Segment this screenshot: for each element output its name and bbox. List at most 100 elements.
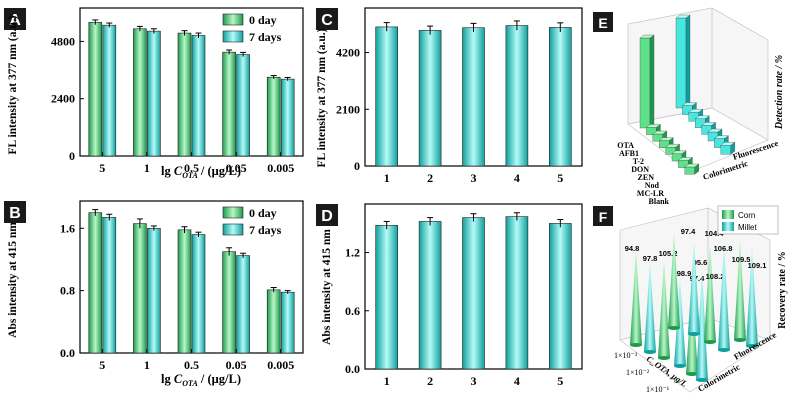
panel-b-xtick-label: 0.5 bbox=[184, 358, 199, 372]
panel-f-cone-base bbox=[668, 326, 680, 330]
panel-d-xtick-label: 1 bbox=[384, 374, 390, 388]
panel-a-xlabel: lg COTA / (μg/L) bbox=[161, 164, 241, 180]
panel-e-bar-side bbox=[685, 14, 691, 109]
panel-e-bar bbox=[675, 17, 687, 109]
panel-e-bar-top bbox=[665, 144, 681, 148]
panel-a-bar bbox=[191, 35, 206, 157]
panel-f-cone-base bbox=[734, 338, 746, 342]
panel-b-bar bbox=[191, 234, 206, 354]
panel-f-legend-millet-swatch bbox=[722, 222, 734, 231]
panel-d-label: D bbox=[321, 208, 333, 225]
panel-b-xlabel-sub: OTA bbox=[182, 379, 198, 388]
panel-f-data-label: 95.6 bbox=[693, 258, 708, 267]
panel-b-bar bbox=[102, 217, 117, 354]
panel-f-cone-base bbox=[658, 356, 670, 360]
panel-a-bar bbox=[236, 54, 250, 157]
panel-c-ytick-label: 0 bbox=[354, 159, 360, 173]
panel-f-cone bbox=[696, 270, 708, 380]
panel-b-ytick-label: 0.8 bbox=[60, 284, 75, 298]
panel-c-xtick-label: 5 bbox=[557, 171, 563, 185]
panel-f-data-label: 108.2 bbox=[706, 272, 725, 281]
panel-e-cat-1: AFB1 bbox=[619, 149, 639, 158]
panel-d-ytick-label: 0.0 bbox=[345, 362, 360, 376]
panel-e-bar bbox=[720, 145, 731, 155]
panel-f-cone-base bbox=[688, 332, 700, 336]
panel-f-data-label: 104.4 bbox=[705, 229, 725, 238]
panel-a-xlabel-suffix: / (μg/L) bbox=[198, 164, 241, 178]
panel-e-cat-3: DON bbox=[631, 165, 649, 174]
panel-d-plot: 0.0 0.6 1.2 1 2 3 4 5 bbox=[345, 203, 583, 388]
panel-e-bar-top bbox=[694, 115, 710, 119]
panel-f-cone bbox=[630, 250, 642, 345]
panel-a-legend-label: 7 days bbox=[249, 30, 282, 44]
panel-a-label: A bbox=[9, 12, 21, 29]
panel-c-plot: 0 2100 4200 1 2 3 4 5 bbox=[336, 7, 583, 185]
panel-f-data-label: 98.9 bbox=[677, 269, 692, 278]
panel-b-legend-label: 0 day bbox=[249, 206, 277, 220]
panel-a-plot: 0 2400 4800 5 1 0.5 0.05 0.005 0 day 7 days bbox=[51, 7, 304, 175]
panel-e-bar-top bbox=[713, 135, 729, 139]
panel-f-cone-base bbox=[746, 344, 758, 348]
panel-c-bar bbox=[462, 27, 485, 167]
panel-b-bar bbox=[133, 223, 147, 354]
panel-b: B Abs intensity at 415 nm 0.0 0.8 1.6 5 1 0.5… bbox=[4, 200, 304, 388]
panel-f-conc-labels: 1×10⁻³ 1×10⁻² 1×10⁻¹ bbox=[614, 351, 670, 394]
panel-b-xtick-label: 0.05 bbox=[226, 358, 247, 372]
panel-e-label: E bbox=[598, 15, 607, 31]
panel-b-xlabel-prefix: lg bbox=[161, 372, 174, 386]
panel-f-cone-base bbox=[718, 348, 730, 352]
panel-b-label: B bbox=[9, 205, 21, 222]
panel-d-ylabel: Abs intensity at 415 nm bbox=[321, 229, 333, 345]
panel-a-bar bbox=[102, 24, 117, 157]
panel-e-bar-top bbox=[658, 137, 674, 141]
panel-e-group-colorimetric: Colorimetric bbox=[702, 158, 750, 182]
panel-f-data-label: 97.8 bbox=[643, 254, 658, 263]
panel-b-bar bbox=[222, 251, 236, 354]
panel-e-cat-7: Blank bbox=[649, 197, 670, 206]
panel-f-cone-base bbox=[686, 372, 698, 376]
panel-a-xlabel-prefix: lg bbox=[161, 164, 174, 178]
panel-f-cone bbox=[658, 260, 670, 358]
panel-e-cat-2: T-2 bbox=[633, 157, 644, 166]
panel-f-cone bbox=[704, 244, 716, 342]
panel-b-label-box: B bbox=[4, 201, 26, 223]
panel-a-xtick-label: 0.5 bbox=[184, 161, 199, 175]
panel-b-bar bbox=[266, 289, 281, 354]
panel-f-cone bbox=[674, 278, 686, 366]
panel-c-ytick-label: 4200 bbox=[336, 46, 360, 60]
panel-a-legend-label: 0 day bbox=[249, 13, 277, 27]
panel-f-conc-1: 1×10⁻² bbox=[626, 368, 650, 377]
panel-f-cone bbox=[644, 262, 656, 352]
panel-e-bar-top bbox=[684, 163, 700, 168]
panel-b-xtick-label: 0.005 bbox=[267, 358, 294, 372]
panel-b-bar bbox=[88, 212, 103, 354]
panel-e-bar-top bbox=[652, 130, 668, 135]
panel-f-cone-base bbox=[674, 364, 686, 368]
panel-f-conc-0: 1×10⁻³ bbox=[614, 351, 638, 360]
panel-f-data-label: 94.8 bbox=[625, 244, 640, 253]
panel-d-label-box: D bbox=[316, 204, 338, 226]
panel-e-bar-side bbox=[649, 34, 655, 129]
panel-d-bar bbox=[375, 225, 399, 370]
panel-f-legend: Corn Millet bbox=[717, 205, 779, 235]
panel-a-bar bbox=[222, 51, 236, 157]
panel-a: A FL intensity at 377 nm (a.u.) 0 2400 480… bbox=[4, 7, 304, 180]
panel-a-xtick-label: 0.05 bbox=[226, 161, 247, 175]
panel-f-cone bbox=[734, 240, 746, 340]
panel-a-xtick-label: 0.005 bbox=[267, 161, 294, 175]
panel-f-zlabel: Recovery rate / % bbox=[777, 251, 788, 328]
panel-f-data-label: 109.5 bbox=[732, 255, 751, 264]
panel-f-data-label: 109.1 bbox=[748, 261, 767, 270]
panel-a-legend-swatch bbox=[222, 13, 244, 26]
panel-d-bar bbox=[418, 221, 442, 370]
panel-f-legend-corn: Corn bbox=[738, 211, 755, 220]
panel-b-xtick-label: 1 bbox=[144, 358, 150, 372]
panel-b-ytick-label: 1.6 bbox=[60, 221, 75, 235]
panel-e-box bbox=[627, 7, 769, 173]
panel-a-label-box: A bbox=[4, 8, 26, 30]
panel-c-label: C bbox=[321, 12, 333, 29]
panel-b-legend-label: 7 days bbox=[249, 223, 282, 237]
panel-d-xtick-label: 5 bbox=[557, 374, 563, 388]
panel-d: D Abs intensity at 415 nm 0.0 0.6 1.2 1 2 3 4 5 bbox=[316, 203, 583, 388]
